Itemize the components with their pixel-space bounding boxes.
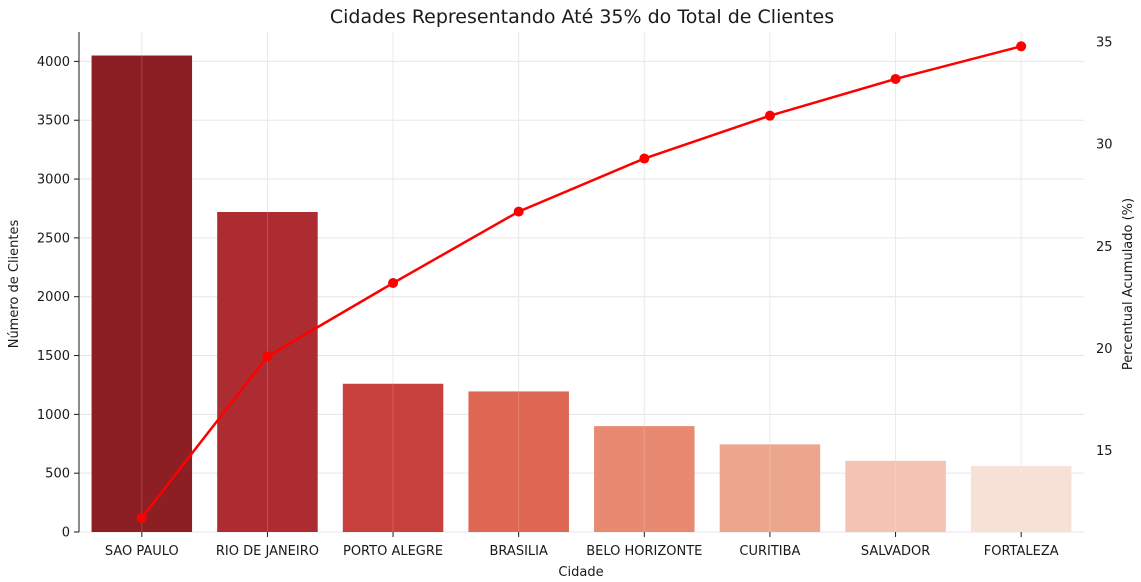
cumulative-point	[639, 153, 650, 164]
y-tick-label-left: 2500	[37, 231, 70, 246]
x-axis-label: Cidade	[558, 565, 603, 580]
cumulative-percent-line	[140, 45, 1022, 519]
y-tick-label-right: 25	[1096, 240, 1113, 255]
x-tick-label: PORTO ALEGRE	[343, 544, 443, 559]
bar	[342, 383, 444, 532]
bar	[91, 55, 193, 532]
x-tick-label: SAO PAULO	[105, 544, 179, 559]
axes: 0 500 1000 1500 2000 2500 3000 3500 4000 15 20 25 30…	[37, 32, 1113, 559]
y-tick-label-right: 35	[1096, 36, 1113, 51]
x-tick-label: FORTALEZA	[984, 544, 1059, 559]
bar	[468, 391, 569, 532]
cumulative-point	[262, 351, 273, 362]
x-tick-label: RIO DE JANEIRO	[216, 544, 319, 559]
x-tick-label: CURITIBA	[739, 544, 800, 559]
y-axis-label-left: Número de Clientes	[7, 219, 22, 348]
y-axis-label-right: Percentual Acumulado (%)	[1121, 198, 1136, 370]
y-tick-label-left: 2000	[37, 290, 70, 305]
bar	[217, 212, 318, 532]
bar	[719, 444, 821, 532]
y-tick-label-right: 20	[1096, 342, 1113, 357]
cumulative-point	[136, 512, 147, 523]
cumulative-line	[136, 41, 1027, 523]
bar	[594, 426, 695, 532]
bar	[970, 466, 1072, 532]
x-tick-label: SALVADOR	[861, 544, 930, 559]
cumulative-point	[513, 206, 524, 217]
bars	[91, 32, 1072, 532]
y-tick-label-left: 3500	[37, 114, 70, 129]
cumulative-point	[388, 278, 399, 289]
cumulative-point	[764, 110, 775, 121]
y-tick-label-left: 4000	[37, 55, 70, 70]
x-tick-label: BRASILIA	[490, 544, 548, 559]
y-tick-label-left: 0	[62, 526, 70, 541]
y-tick-label-left: 1000	[37, 408, 70, 423]
x-tick-label: BELO HORIZONTE	[586, 544, 702, 559]
bar	[845, 460, 946, 532]
cumulative-point	[890, 73, 901, 84]
y-tick-label-left: 500	[45, 467, 70, 482]
chart-title: Cidades Representando Até 35% do Total d…	[330, 6, 834, 28]
cumulative-point	[1016, 41, 1027, 52]
y-tick-label-right: 15	[1096, 444, 1113, 459]
y-tick-label-right: 30	[1096, 138, 1113, 153]
y-tick-label-left: 1500	[37, 349, 70, 364]
y-tick-label-left: 3000	[37, 173, 70, 188]
